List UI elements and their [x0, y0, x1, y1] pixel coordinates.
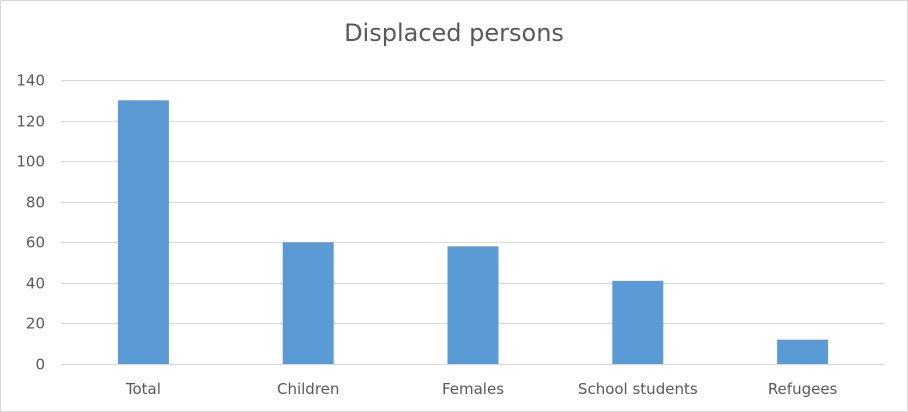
bar [447, 246, 499, 364]
x-axis-ticks: Total Children Females School students Refug… [125, 380, 838, 398]
bar [777, 339, 829, 364]
x-tick-label: Total [125, 380, 161, 398]
bar [282, 242, 334, 364]
y-tick-label: 0 [35, 356, 45, 374]
y-tick-label: 20 [26, 315, 45, 333]
bar [612, 280, 664, 364]
y-tick-label: 80 [26, 194, 45, 212]
y-tick-label: 60 [26, 234, 45, 252]
bars [117, 100, 829, 365]
y-axis-ticks: 0 20 40 60 80 100 120 140 [16, 72, 45, 374]
x-tick-label: Females [442, 380, 504, 398]
x-tick-label: School students [578, 380, 698, 398]
y-tick-label: 140 [16, 72, 45, 90]
x-tick-label: Children [277, 380, 339, 398]
bar [117, 100, 169, 365]
y-tick-label: 120 [16, 113, 45, 131]
y-tick-label: 40 [26, 275, 45, 293]
x-tick-label: Refugees [768, 380, 838, 398]
y-tick-label: 100 [16, 153, 45, 171]
chart-title: Displaced persons [344, 19, 564, 47]
